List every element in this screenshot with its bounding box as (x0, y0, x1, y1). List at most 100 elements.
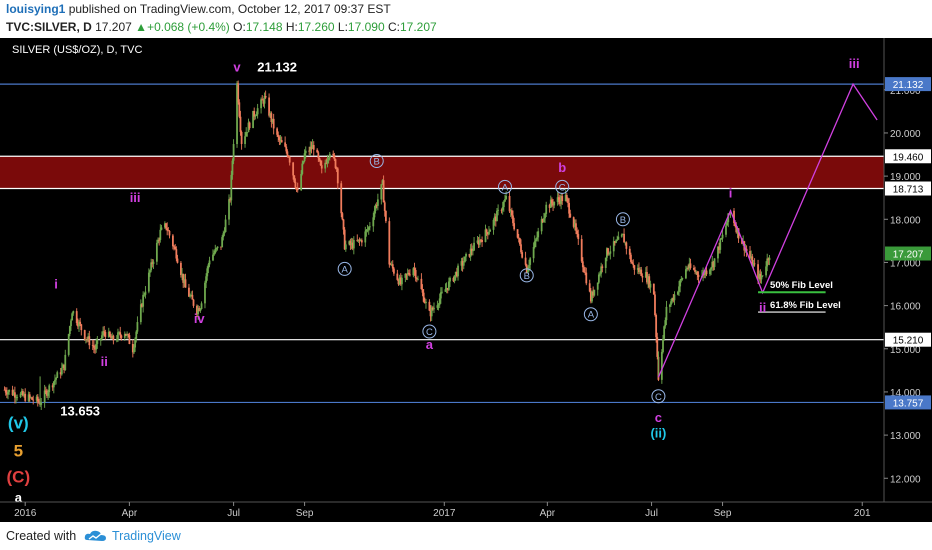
candle-body (99, 338, 102, 340)
candle-body (398, 277, 401, 285)
x-tick-label: Apr (540, 508, 556, 519)
candle-body (128, 335, 131, 345)
candle-body (407, 272, 410, 275)
candle-body (696, 271, 699, 275)
candle-body (712, 261, 715, 267)
candle-body (344, 244, 347, 250)
candle-body (664, 320, 667, 327)
wave-circle-marker (583, 307, 598, 322)
candle-body (447, 281, 450, 290)
wave-label: i (729, 186, 733, 201)
candle-body (230, 174, 233, 201)
candle-body (375, 205, 378, 206)
candle-body (316, 149, 319, 153)
candle-body (205, 276, 208, 283)
candle-body (561, 196, 564, 202)
wave-circle-label: A (341, 264, 348, 275)
candle-body (397, 279, 400, 285)
candle-body (584, 272, 587, 274)
candle-body (67, 334, 70, 355)
high-label: H: (285, 20, 298, 34)
candle-body (44, 390, 47, 392)
candle-body (302, 161, 305, 164)
candle-body (3, 389, 6, 391)
wave-circle-marker (497, 179, 512, 194)
candle-body (494, 216, 497, 222)
candle-body (437, 304, 440, 306)
candle-body (101, 335, 103, 339)
candle-body (383, 202, 386, 211)
candle-body (151, 262, 154, 265)
candle-body (396, 273, 399, 280)
close-value: 17.207 (399, 20, 437, 34)
candle-body (540, 219, 543, 232)
candle-body (705, 270, 708, 275)
author-name[interactable]: louisying1 (6, 2, 66, 16)
candle-body (197, 308, 199, 315)
candle-body (125, 333, 127, 336)
y-tick-label: 17.000 (890, 258, 921, 269)
candle-body (513, 223, 516, 230)
candle-body (335, 168, 338, 169)
candle-body (254, 115, 257, 117)
candle-body (694, 269, 696, 272)
candle-body (56, 372, 59, 378)
candle-body (476, 240, 479, 243)
tradingview-brand[interactable]: TradingView (112, 529, 181, 543)
candle-body (62, 364, 64, 368)
candle-body (303, 153, 306, 162)
wave-circle-marker (615, 212, 630, 227)
price-chart[interactable]: 50% Fib Level 61.8% Fib Level v 21.132 13.6… (0, 38, 932, 522)
candle-body (198, 308, 201, 311)
candle-body (492, 219, 495, 230)
candle-body (453, 275, 456, 282)
low-value: 17.090 (347, 20, 385, 34)
candle-body (51, 385, 54, 388)
candle-body (733, 210, 735, 223)
candle-body (87, 336, 90, 340)
price-tag (885, 332, 931, 347)
candle-body (349, 241, 352, 246)
candle-body (359, 240, 362, 242)
candle-body (252, 110, 254, 129)
wave-label: b (558, 160, 566, 175)
symbol-ohlc-bar: TVC:SILVER, D 17.207 ▲+0.068 (+0.4%) O:1… (0, 18, 932, 38)
candle-body (687, 267, 690, 269)
candle-body (364, 231, 367, 243)
candle-body (143, 294, 146, 296)
y-tick-label: 16.000 (890, 302, 921, 313)
candle-body (583, 267, 585, 273)
wave-label: a (15, 490, 23, 505)
published-text: published on TradingView.com, October 12… (68, 2, 391, 16)
candle-body (454, 271, 457, 276)
candle-body (576, 230, 579, 235)
wave-label: (ii) (650, 425, 666, 440)
candle-body (127, 334, 130, 336)
candle-body (262, 100, 265, 104)
candle-body (647, 276, 650, 283)
wave-label: (C) (7, 468, 31, 487)
candle-body (439, 292, 442, 299)
candle-body (719, 239, 722, 250)
candle-body (693, 267, 695, 270)
candle-body (4, 389, 7, 393)
candle-body (633, 265, 636, 270)
candle-body (676, 291, 679, 295)
wave-label: ii (759, 300, 766, 315)
candle-body (543, 218, 545, 222)
candle-body (326, 159, 329, 164)
wave-label: (v) (8, 414, 29, 433)
candle-body (126, 334, 129, 336)
candle-body (389, 264, 392, 266)
candle-body (639, 269, 641, 273)
candle-body (368, 226, 371, 228)
candle-body (222, 233, 225, 238)
chart-background (0, 38, 932, 522)
candle-body (356, 240, 359, 241)
candle-body (517, 237, 520, 239)
candle-body (107, 331, 110, 337)
candle-body (631, 261, 633, 264)
candle-body (545, 204, 548, 214)
chart-title: SILVER (US$/OZ), D, TVC (12, 44, 142, 56)
candle-body (196, 305, 198, 315)
